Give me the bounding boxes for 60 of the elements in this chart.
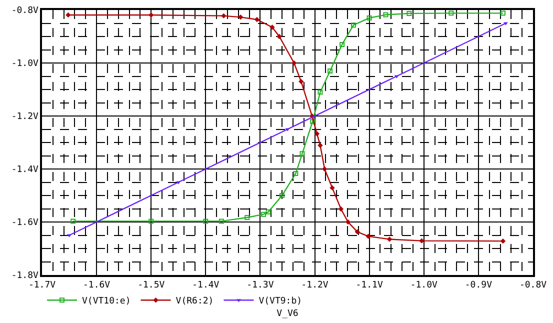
x-tick-label: -1.5V [138, 280, 166, 291]
x-tick-label: -1.2V [301, 280, 329, 291]
y-tick-label: -1.8V [11, 271, 40, 282]
point [261, 212, 266, 217]
y-tick-label: -0.8V [11, 6, 40, 16]
point [66, 12, 71, 18]
point [318, 142, 323, 148]
x-tick-label: -1.3V [246, 280, 274, 291]
point [328, 68, 333, 74]
y-tick-label: -1.6V [11, 218, 40, 228]
point [244, 215, 250, 220]
point [70, 218, 76, 224]
point [298, 78, 304, 84]
point [500, 10, 506, 16]
point [148, 12, 154, 18]
point [383, 12, 388, 18]
point [366, 234, 371, 239]
point [280, 193, 285, 198]
x-tick-label: -1.0V [410, 280, 438, 291]
point [254, 16, 260, 22]
point [221, 13, 226, 18]
point [276, 34, 282, 40]
point [293, 171, 298, 176]
point [345, 219, 351, 225]
x-tick-label: -0.8V [519, 280, 548, 291]
point [366, 15, 372, 20]
point [148, 218, 154, 224]
y-tick-label: -1.0V [11, 59, 40, 70]
point [203, 218, 208, 224]
point [500, 238, 506, 244]
point [448, 10, 454, 16]
point [338, 206, 344, 212]
x-tick-label: -0.9V [464, 280, 493, 291]
point [406, 10, 412, 16]
y-tick-label: -1.4V [11, 165, 40, 176]
y-tick-label: -1.2V [11, 112, 40, 122]
point [314, 131, 320, 136]
x-tick-label: -1.7V [28, 280, 56, 291]
x-tick-label: -1.1V [356, 280, 384, 291]
point [351, 22, 356, 28]
point [291, 60, 297, 66]
x-tick-label: -1.6V [83, 280, 111, 291]
point [386, 236, 392, 242]
point [318, 90, 323, 95]
x-tick-label: -1.4V [192, 280, 220, 291]
point [354, 229, 360, 234]
point [300, 151, 305, 156]
legend-label: V(VT9:b) [258, 296, 302, 307]
point [218, 218, 224, 224]
point [322, 166, 328, 172]
point [310, 119, 316, 124]
legend-label: V(R6:2) [176, 296, 214, 307]
legend-label: V(VT10:e) [82, 296, 131, 307]
point [270, 24, 275, 30]
point [330, 185, 335, 190]
point [419, 238, 424, 244]
x-axis-title: V_V6 [276, 308, 298, 319]
point [238, 14, 244, 20]
point [266, 209, 271, 214]
point [340, 42, 345, 47]
